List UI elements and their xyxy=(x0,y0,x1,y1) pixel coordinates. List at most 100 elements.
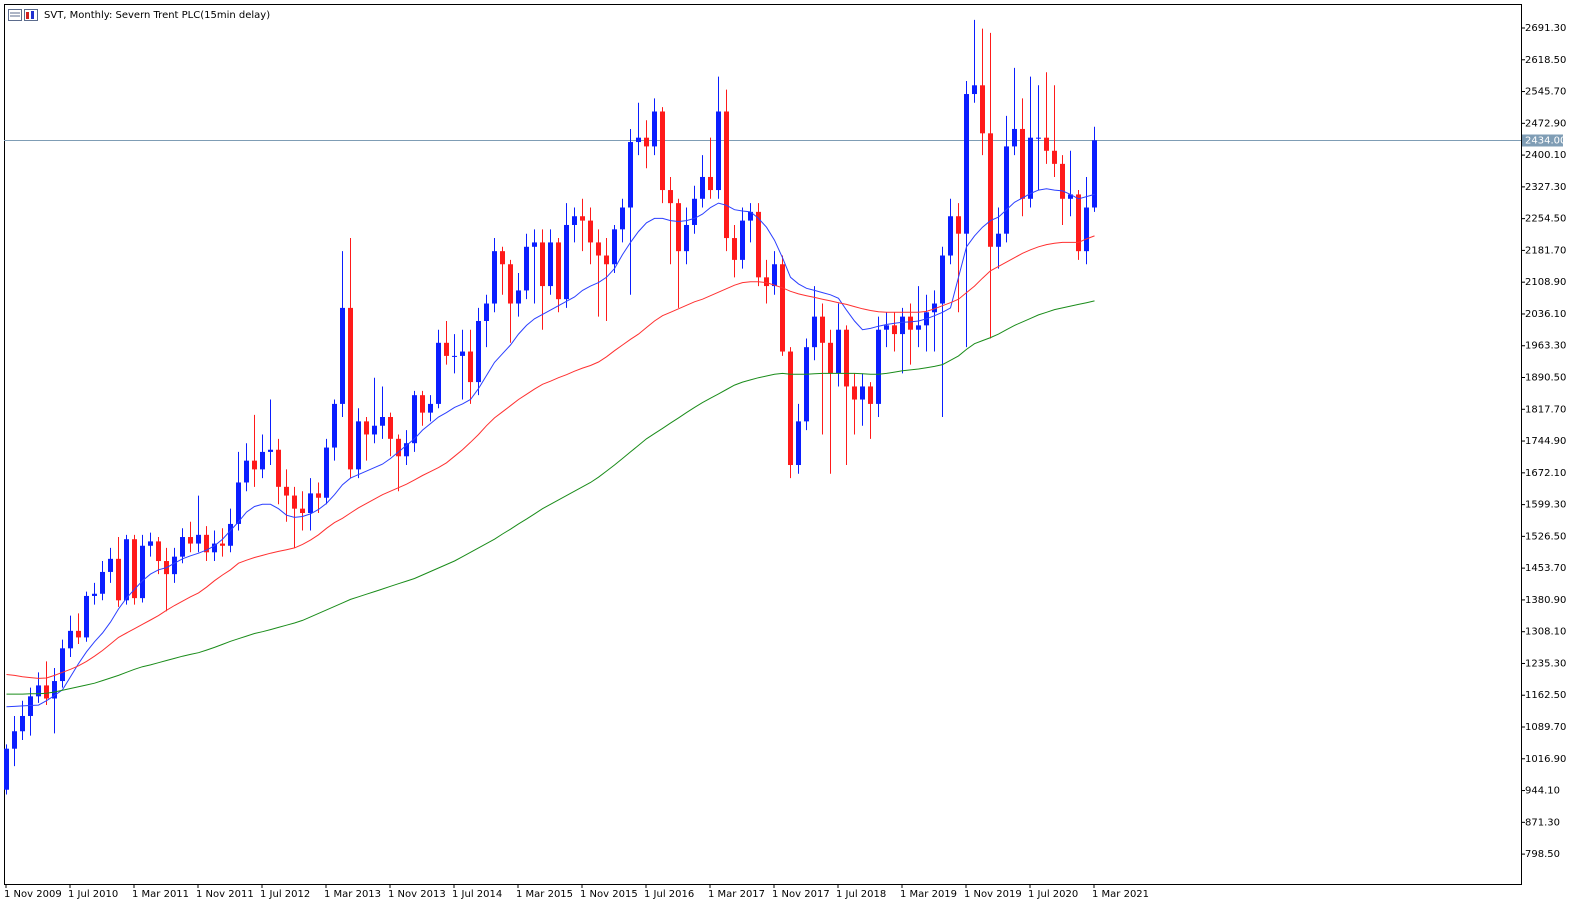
candle-body xyxy=(772,264,777,287)
candle-body xyxy=(652,111,657,147)
candle-body xyxy=(212,543,217,553)
candle-body xyxy=(1036,137,1041,139)
candle-body xyxy=(612,229,617,265)
y-tick-label: 2545.70 xyxy=(1525,87,1566,98)
y-tick-label: 1235.30 xyxy=(1525,658,1566,669)
candle-body xyxy=(324,447,329,498)
candle-body xyxy=(940,255,945,304)
candle-body xyxy=(188,537,193,544)
candle-body xyxy=(836,329,841,374)
candle-body xyxy=(516,290,521,304)
candle-body xyxy=(900,316,905,335)
candle-body xyxy=(292,495,297,509)
candle-body xyxy=(12,731,17,749)
candle-body xyxy=(460,351,465,356)
candle-body xyxy=(220,543,225,546)
candle-body xyxy=(956,216,961,234)
candle-body xyxy=(572,216,577,225)
candle-body xyxy=(1028,137,1033,199)
candle-body xyxy=(20,715,25,732)
y-tick-label: 1308.10 xyxy=(1525,627,1566,638)
moving-average-line xyxy=(6,188,1095,708)
candle-body xyxy=(500,251,505,265)
y-tick-label: 2472.90 xyxy=(1525,118,1566,129)
candle-body xyxy=(44,685,49,699)
y-tick-label: 1963.30 xyxy=(1525,341,1566,352)
candle-body xyxy=(1052,150,1057,164)
candle-body xyxy=(596,242,601,256)
candle-body xyxy=(524,246,529,291)
candle-body xyxy=(412,395,417,444)
candle-body xyxy=(780,264,785,352)
y-tick-label: 2108.90 xyxy=(1525,277,1566,288)
candle-body xyxy=(620,207,625,230)
candle-body xyxy=(36,685,41,697)
candle-body xyxy=(108,558,113,572)
moving-average-line xyxy=(6,300,1095,695)
y-tick-label: 798.50 xyxy=(1525,849,1560,860)
candle-body xyxy=(180,537,185,557)
y-tick-label: 1016.90 xyxy=(1525,754,1566,765)
candle-body xyxy=(892,325,897,335)
candle-body xyxy=(300,508,305,514)
candle-body xyxy=(556,242,561,300)
y-tick-label: 1672.10 xyxy=(1525,468,1566,479)
candle-body xyxy=(988,133,993,247)
candle-body xyxy=(660,111,665,191)
candle-body xyxy=(356,421,361,470)
candle-body xyxy=(444,342,449,356)
candle-body xyxy=(492,251,497,304)
y-tick-label: 1890.50 xyxy=(1525,373,1566,384)
candle-body xyxy=(244,460,249,483)
y-tick-label: 1744.90 xyxy=(1525,436,1566,447)
y-tick-label: 2691.30 xyxy=(1525,23,1566,34)
plot-frame xyxy=(4,4,1522,885)
candle-body xyxy=(844,329,849,387)
candle-body xyxy=(260,451,265,470)
y-tick-label: 2618.50 xyxy=(1525,55,1566,66)
candle-body xyxy=(84,595,89,638)
candle-body xyxy=(580,216,585,221)
candle-body xyxy=(876,329,881,404)
x-tick-label: 1 Nov 2013 xyxy=(388,889,446,900)
candle-body xyxy=(668,190,673,204)
candle-body xyxy=(748,211,753,221)
candle-body xyxy=(308,493,313,514)
candle-body xyxy=(276,449,281,487)
y-tick-label: 1817.70 xyxy=(1525,404,1566,415)
candle-body xyxy=(636,137,641,143)
y-tick-label: 2327.30 xyxy=(1525,182,1566,193)
candle-body xyxy=(700,176,705,199)
candle-body xyxy=(732,238,737,260)
candle-body xyxy=(820,316,825,343)
candle-body xyxy=(252,460,257,470)
candle-body xyxy=(372,425,377,435)
x-tick-label: 1 Jul 2018 xyxy=(836,889,886,900)
candle-body xyxy=(204,534,209,553)
candle-body xyxy=(60,648,65,682)
candle-body xyxy=(172,556,177,575)
candle-body xyxy=(316,493,321,498)
candle-body xyxy=(228,523,233,546)
candle-body xyxy=(340,307,345,404)
candle-body xyxy=(548,242,553,287)
plot-area xyxy=(4,19,1521,795)
candle-body xyxy=(644,137,649,147)
candle-body xyxy=(1004,146,1009,234)
candle-body xyxy=(380,417,385,426)
y-tick-label: 2400.10 xyxy=(1525,150,1566,161)
candle-body xyxy=(588,220,593,243)
candle-body xyxy=(948,216,953,256)
candle-body xyxy=(1060,163,1065,199)
candle-body xyxy=(980,85,985,134)
candle-body xyxy=(1012,128,1017,147)
candle-body xyxy=(1068,194,1073,199)
x-tick-label: 1 Nov 2011 xyxy=(196,889,254,900)
candle-body xyxy=(332,403,337,448)
candle-body xyxy=(124,539,129,601)
candle-body xyxy=(604,255,609,265)
candle-body xyxy=(1092,140,1097,208)
candle-body xyxy=(100,571,105,594)
candle-body xyxy=(284,486,289,496)
candle-body xyxy=(388,417,393,439)
